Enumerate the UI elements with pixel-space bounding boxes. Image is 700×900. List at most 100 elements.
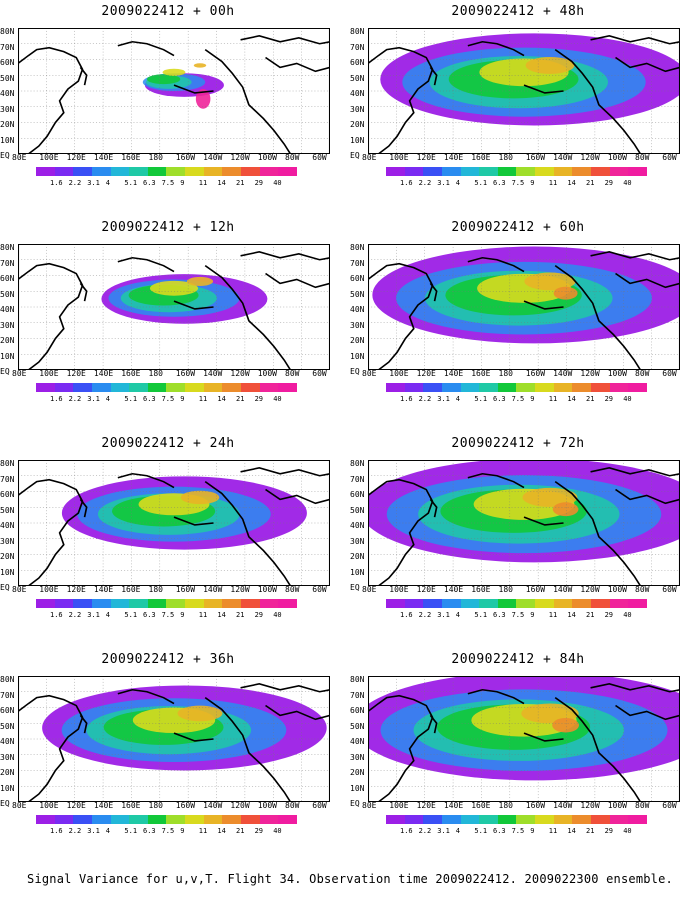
lat-label: 10N	[0, 351, 15, 361]
colorbar-swatch	[129, 383, 148, 392]
lon-label: 100E	[389, 153, 409, 162]
colorbar-swatch	[423, 815, 442, 824]
colorbar-swatch	[497, 815, 517, 824]
colorbar-label: 5.1	[474, 395, 488, 403]
lon-label: 120E	[416, 585, 436, 594]
lon-label: 100E	[39, 369, 59, 378]
lon-label: 160W	[175, 585, 196, 594]
lon-label: 120E	[66, 801, 86, 810]
colorbar-label: 11	[198, 179, 208, 187]
colorbar-swatch	[73, 815, 92, 824]
colorbar-label: 29	[254, 179, 264, 187]
lat-label: 70N	[350, 258, 365, 268]
lat-label: 10N	[350, 783, 365, 793]
lon-label: 120E	[66, 153, 86, 162]
coastline	[368, 478, 434, 586]
lat-label: 60N	[350, 58, 365, 67]
colorbar-swatch	[241, 383, 260, 392]
colorbar-label: 40	[623, 827, 632, 835]
variance-field	[372, 246, 680, 344]
coastline	[590, 683, 680, 693]
forecast-panel: 2009022412 + 12h 80N 70N 60N 50N 40N 30N 20N 10N…	[0, 216, 330, 431]
lat-label: 80N	[0, 675, 15, 684]
colorbar-swatch	[110, 599, 130, 608]
colorbar-swatch	[497, 167, 517, 176]
lat-label: EQ	[0, 151, 10, 160]
lat-label: EQ	[0, 799, 10, 808]
lat-label: 30N	[350, 536, 365, 546]
colorbar-swatch	[203, 599, 223, 608]
colorbar-label: 40	[273, 395, 282, 403]
colorbar-label: 4	[455, 395, 461, 403]
colorbar-label: 40	[623, 395, 632, 403]
coastline	[117, 256, 175, 273]
colorbar-swatch	[129, 167, 148, 176]
colorbar-label: 9	[530, 395, 535, 403]
colorbar-swatch	[591, 815, 610, 824]
colorbar-swatch	[241, 167, 260, 176]
colorbar-label: 3.1	[87, 611, 100, 619]
lat-label: EQ	[350, 367, 360, 376]
variance-contour	[553, 286, 578, 300]
lon-label: 100E	[39, 153, 59, 162]
lon-label: 140W	[203, 369, 223, 378]
colorbar-label: 2.2	[68, 395, 82, 403]
coastline	[240, 35, 330, 45]
colorbar-swatch	[166, 599, 186, 608]
coastline	[368, 46, 434, 154]
colorbar-swatch	[591, 383, 610, 392]
lat-label: 70N	[0, 42, 15, 52]
colorbar-swatch	[386, 383, 405, 392]
colorbar-label: 40	[623, 179, 632, 187]
coastline	[590, 251, 680, 261]
colorbar-label: 14	[567, 611, 576, 619]
colorbar-swatch	[203, 815, 223, 824]
colorbar	[36, 599, 297, 608]
lat-label: EQ	[0, 367, 10, 376]
variance-map	[368, 244, 680, 370]
variance-contour	[180, 490, 220, 505]
colorbar-swatch	[553, 599, 573, 608]
lat-label: EQ	[350, 799, 360, 808]
lon-label: 180	[498, 153, 513, 162]
lon-label: 100W	[607, 153, 627, 162]
colorbar-label: 29	[604, 827, 614, 835]
colorbar-label: 6.3	[493, 179, 506, 187]
colorbar-swatch	[73, 383, 92, 392]
variance-field	[42, 685, 327, 771]
colorbar	[36, 167, 297, 176]
lon-label: 160W	[525, 153, 546, 162]
colorbar-label: 6.3	[493, 827, 506, 835]
colorbar-swatch	[166, 383, 186, 392]
colorbar-swatch	[479, 815, 498, 824]
lon-label: 80W	[635, 153, 650, 162]
colorbar-label: 3.1	[437, 395, 450, 403]
colorbar-swatch	[553, 815, 573, 824]
coastline	[615, 704, 680, 721]
lat-label: 60N	[0, 274, 15, 283]
lon-label: 140W	[203, 801, 223, 810]
coastline	[117, 40, 175, 57]
lon-label: 160W	[525, 369, 546, 378]
colorbar-swatch	[147, 383, 167, 392]
coastline	[265, 272, 330, 289]
lon-label: 160E	[471, 369, 491, 378]
coastline	[467, 472, 525, 489]
coastline	[204, 265, 292, 370]
lat-label: 70N	[350, 42, 365, 52]
lat-label: 10N	[350, 351, 365, 361]
lon-label: 60W	[312, 369, 327, 378]
lon-label: 180	[148, 585, 163, 594]
colorbar-label: 9	[180, 827, 185, 835]
colorbar-swatch	[185, 383, 204, 392]
colorbar-swatch	[423, 167, 442, 176]
colorbar	[386, 815, 647, 824]
coastline	[554, 481, 642, 586]
variance-contour	[524, 272, 576, 291]
lat-label: 60N	[0, 58, 15, 67]
lat-label: 50N	[0, 73, 15, 83]
lon-label: 140E	[93, 153, 114, 162]
colorbar-swatch	[553, 383, 573, 392]
colorbar-swatch	[460, 383, 480, 392]
colorbar-swatch	[441, 167, 461, 176]
